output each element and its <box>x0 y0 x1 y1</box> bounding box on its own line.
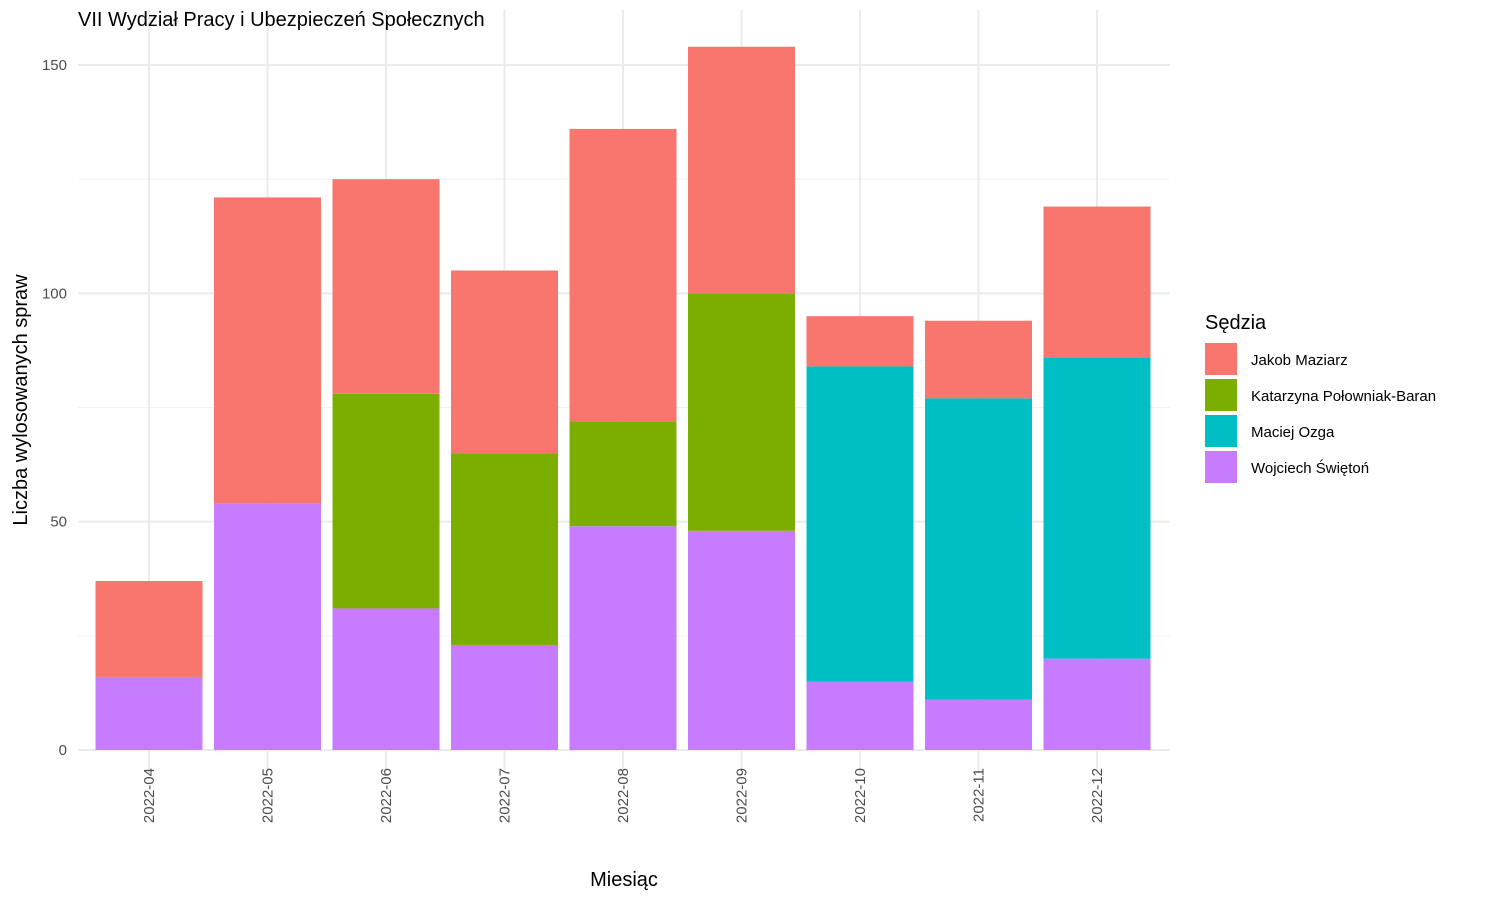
y-tick-label: 150 <box>42 57 67 74</box>
y-tick-label: 100 <box>42 285 67 302</box>
y-axis-title: Liczba wylosowanych spraw <box>10 274 32 526</box>
legend-swatch <box>1205 451 1237 483</box>
x-tick-label: 2022-08 <box>615 768 632 823</box>
bar-segment <box>332 608 440 750</box>
legend-swatch <box>1205 343 1237 375</box>
bar-segment <box>1043 206 1151 358</box>
bar-segment <box>806 366 914 682</box>
bar-segment <box>1043 658 1151 750</box>
y-tick-label: 50 <box>50 514 67 531</box>
bar-segment <box>95 581 203 677</box>
legend-label: Katarzyna Połowniak-Baran <box>1251 388 1436 405</box>
x-tick-label: 2022-07 <box>497 768 514 823</box>
bar-segment <box>569 526 677 750</box>
x-tick-label: 2022-05 <box>260 768 277 823</box>
bar-segment <box>569 421 677 527</box>
x-tick-label: 2022-11 <box>971 768 988 822</box>
bar-segment <box>332 179 440 394</box>
legend: Sędzia Jakob Maziarz Katarzyna Połowniak-… <box>1205 312 1436 483</box>
bar-segment <box>806 681 914 750</box>
legend-items: Jakob Maziarz Katarzyna Połowniak-Baran Ma… <box>1205 343 1436 483</box>
y-tick-label: 0 <box>59 742 67 759</box>
bar-segment <box>806 316 914 367</box>
y-axis-ticks: 0 50 100 150 <box>42 57 67 759</box>
bar-segment <box>925 398 1032 700</box>
bar-segment <box>451 270 558 454</box>
legend-label: Wojciech Świętoń <box>1251 459 1369 477</box>
x-tick-label: 2022-12 <box>1089 768 1106 823</box>
bar-segment <box>1043 357 1151 659</box>
bar-segment <box>95 676 203 750</box>
x-axis-ticks: 2022-04 2022-05 2022-06 2022-07 2022-08 2022-… <box>141 768 1106 823</box>
x-tick-label: 2022-10 <box>852 768 869 823</box>
legend-swatch <box>1205 379 1237 411</box>
bar-segment <box>451 644 558 750</box>
bar-segment <box>688 293 795 531</box>
x-tick-label: 2022-09 <box>734 768 751 823</box>
x-tick-label: 2022-04 <box>141 768 158 823</box>
x-tick-label: 2022-06 <box>378 768 395 823</box>
bar-segment <box>214 503 321 750</box>
bar-segment <box>925 699 1032 750</box>
bar-segment <box>451 453 558 645</box>
x-axis-title: Miesiąc <box>590 869 658 891</box>
bar-segment <box>925 320 1032 399</box>
bar-segment <box>688 46 795 294</box>
legend-label: Maciej Ozga <box>1251 424 1335 441</box>
bars <box>95 46 1151 750</box>
bar-segment <box>688 530 795 750</box>
bar-segment <box>569 128 677 422</box>
bar-segment <box>332 393 440 609</box>
bar-segment <box>214 197 321 504</box>
legend-swatch <box>1205 415 1237 447</box>
legend-label: Jakob Maziarz <box>1251 352 1348 369</box>
chart-title: VII Wydział Pracy i Ubezpieczeń Społeczn… <box>78 9 485 31</box>
legend-title: Sędzia <box>1205 312 1267 334</box>
